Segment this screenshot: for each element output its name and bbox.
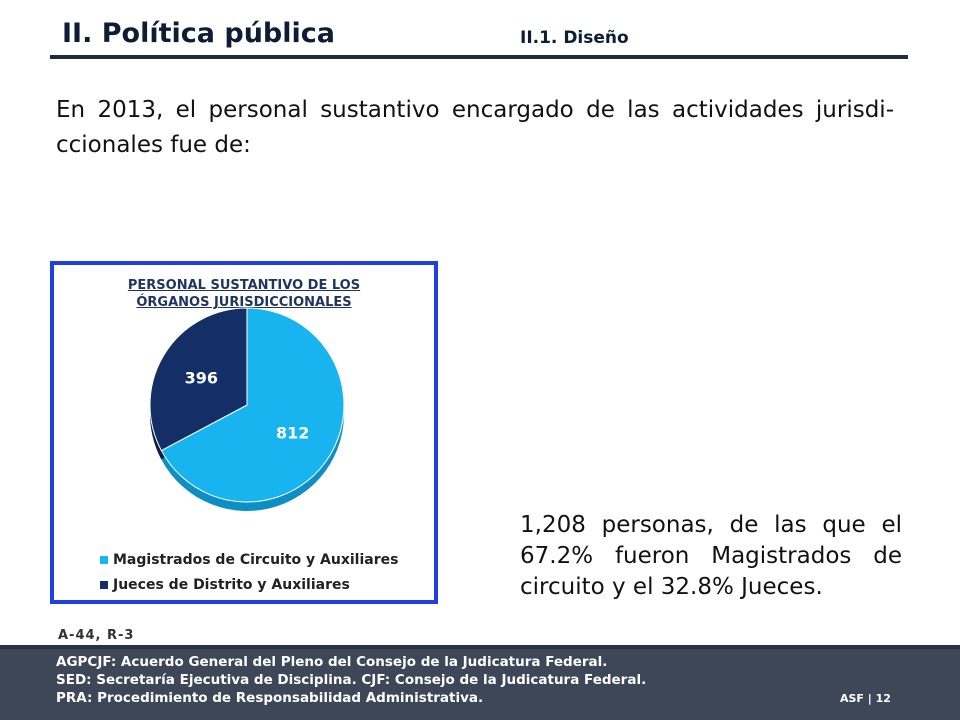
legend-item-magistrados: Magistrados de Circuito y Auxiliares [100,547,398,572]
footer-note-3: PRA: Procedimiento de Responsabilidad Ad… [56,690,484,706]
chart-panel: PERSONAL SUSTANTIVO DE LOS ÓRGANOS JURIS… [50,261,438,604]
legend-label-magistrados: Magistrados de Circuito y Auxiliares [113,551,399,568]
legend-item-jueces: Jueces de Distrito y Auxiliares [100,572,398,597]
pie-chart: 812 396 [149,307,345,511]
legend-swatch-jueces [100,580,108,589]
page-number: ASF | 12 [840,692,891,705]
legend-swatch-magistrados [100,555,108,564]
footer-bar [0,645,960,720]
intro-paragraph: En 2013, el personal sustantivo encargad… [56,97,894,158]
header-rule [50,55,908,59]
chart-title-line-1: PERSONAL SUSTANTIVO DE LOS [127,278,361,293]
summary-paragraph: 1,208 personas, de las que el 67.2% fuer… [520,512,902,600]
pie-label-jueces: 396 [185,369,218,388]
footer-edge [0,645,960,649]
reference-code: A-44, R-3 [58,628,135,643]
pie-slice-jueces [149,307,248,452]
chart-title-line-2: ÓRGANOS JURISDICCIONALES [136,295,352,310]
page-title: II. Política pública [62,18,335,49]
legend-label-jueces: Jueces de Distrito y Auxiliares [113,576,350,593]
footer-notes: AGPCJF: Acuerdo General del Pleno del Co… [56,653,646,707]
pie-slice-magistrados [160,307,345,503]
chart-title: PERSONAL SUSTANTIVO DE LOS ÓRGANOS JURIS… [54,277,434,311]
footer-note-1: AGPCJF: Acuerdo General del Pleno del Co… [56,654,608,670]
pie-label-magistrados: 812 [276,423,309,442]
chart-legend: Magistrados de Circuito y Auxiliares Jue… [100,547,398,597]
section-subtitle: II.1. Diseño [520,28,629,48]
footer-note-2: SED: Secretaría Ejecutiva de Disciplina.… [56,672,647,688]
